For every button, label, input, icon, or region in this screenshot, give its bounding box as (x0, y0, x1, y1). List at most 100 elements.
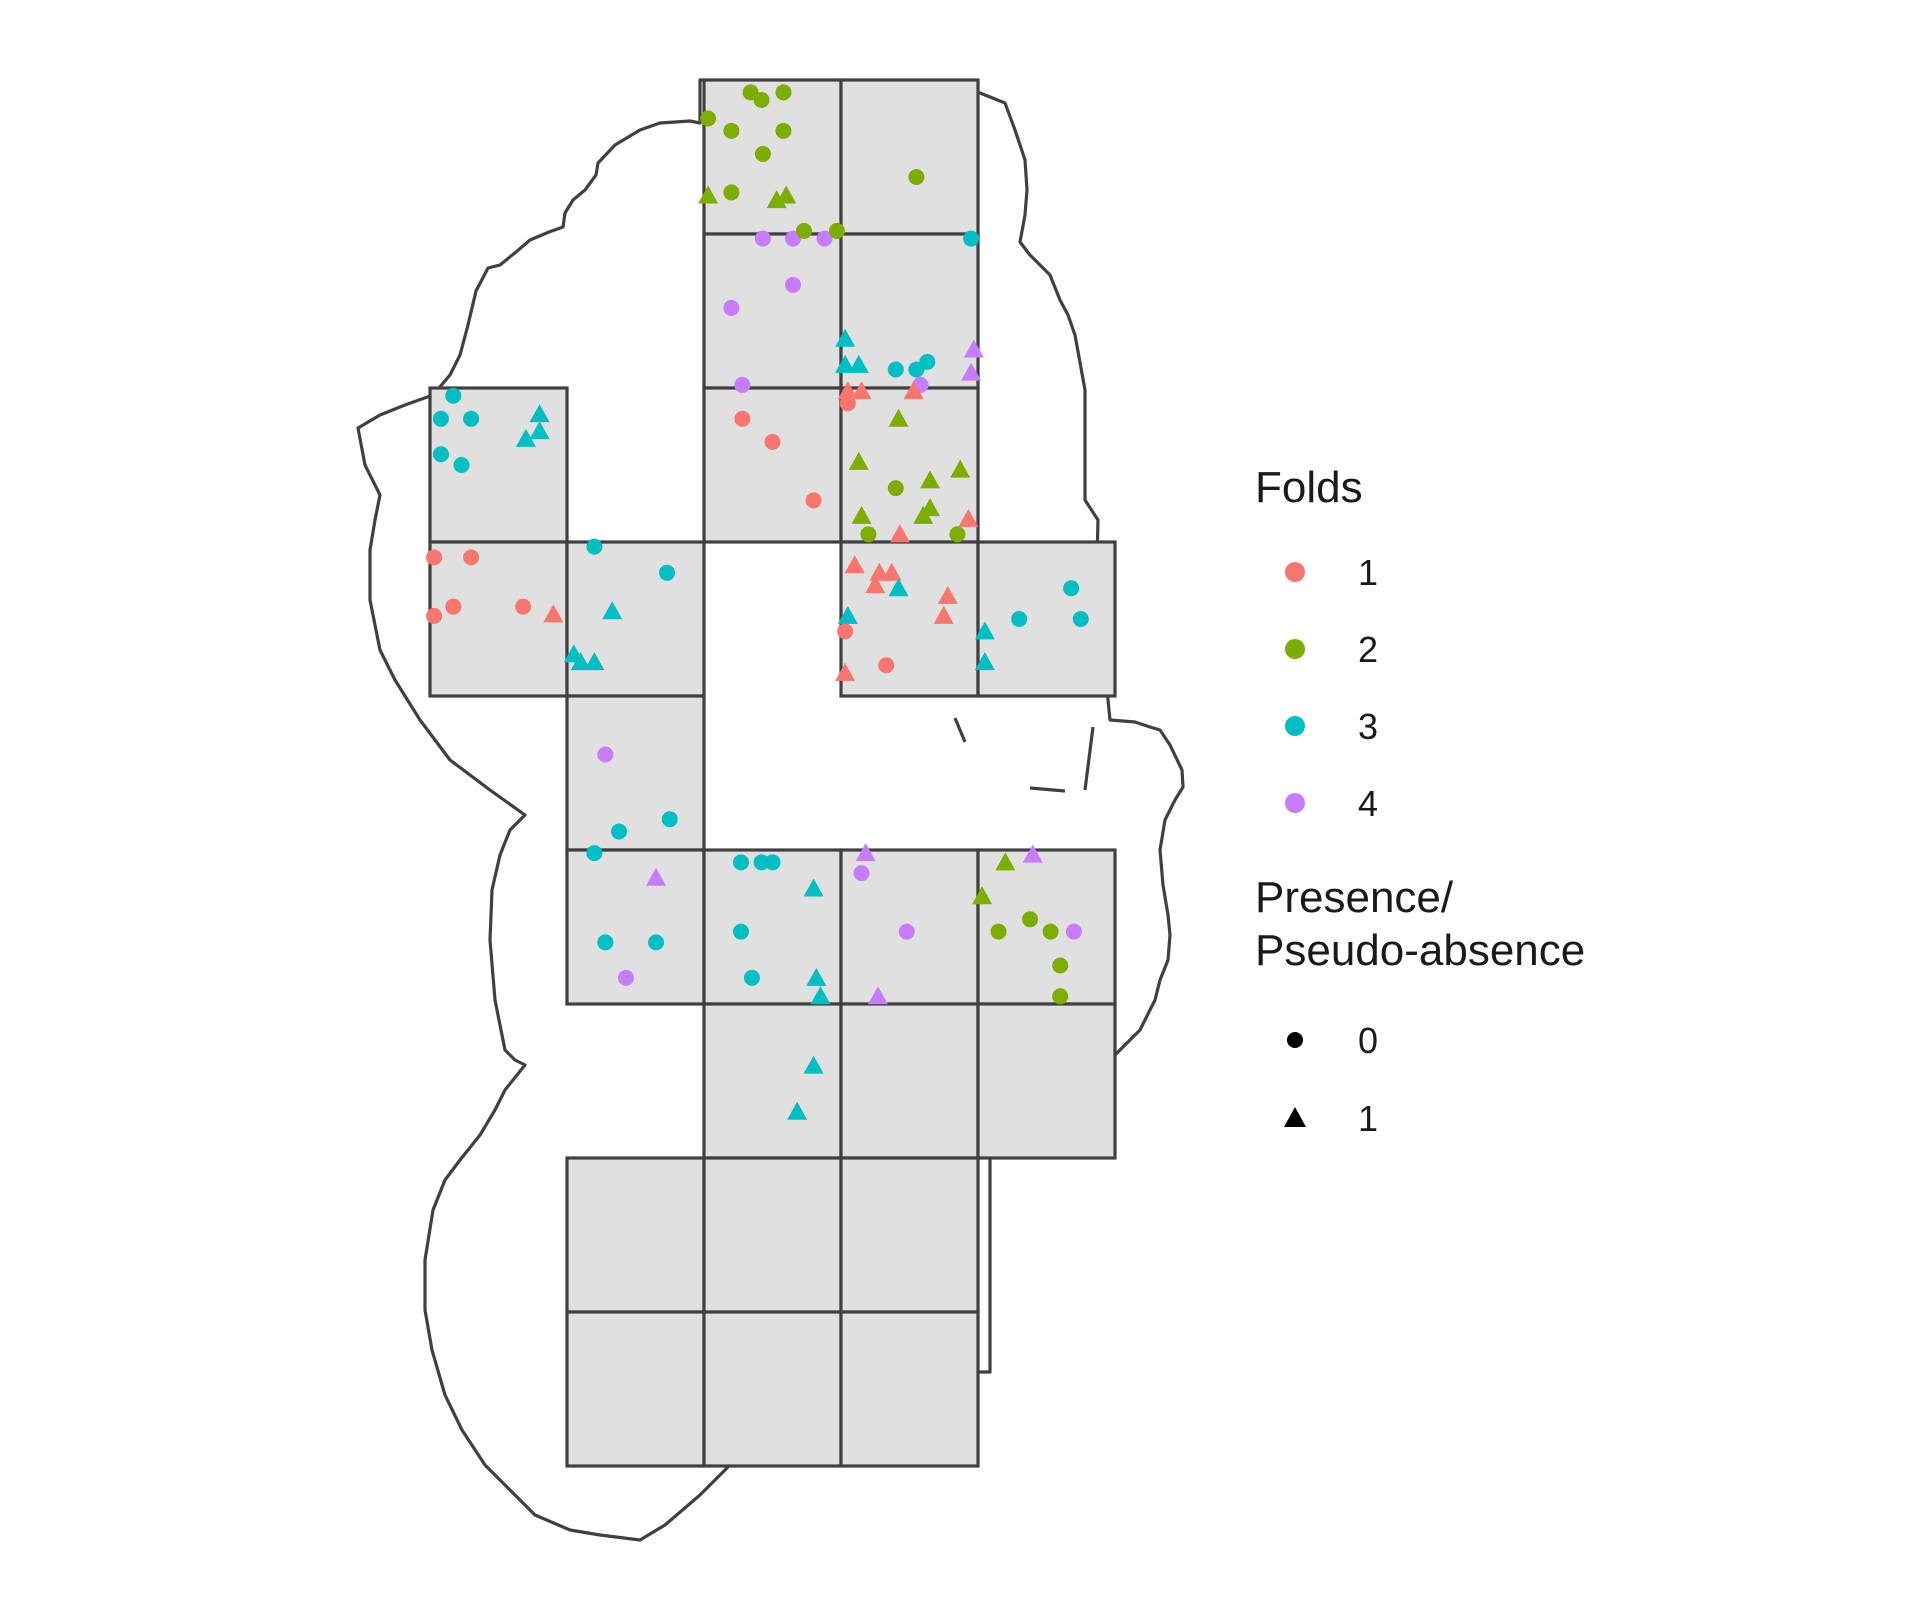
point-fold-3-presence-1 (835, 328, 856, 347)
point-fold-3-presence-0 (743, 969, 760, 986)
legend-folds-title: Folds (1255, 463, 1363, 512)
point-fold-3-presence-0 (597, 934, 614, 951)
point-fold-3-presence-0 (611, 823, 628, 840)
point-fold-1-presence-0 (515, 598, 532, 615)
point-fold-1-presence-0 (764, 433, 781, 450)
point-fold-3-presence-1 (810, 986, 831, 1005)
point-fold-2-presence-0 (908, 169, 925, 186)
spatial-block-2-8 (702, 1310, 843, 1468)
point-fold-3-presence-0 (887, 361, 904, 378)
legend-presence-title-line1: Presence/ (1255, 873, 1454, 922)
point-fold-3-presence-0 (659, 564, 676, 581)
point-fold-2-presence-0 (754, 145, 771, 162)
point-fold-1-presence-1 (937, 585, 958, 604)
point-fold-1-presence-0 (445, 598, 462, 615)
spatial-block-3-8 (839, 1310, 980, 1468)
point-fold-3-presence-0 (919, 353, 936, 370)
point-fold-3-presence-1 (974, 621, 995, 640)
point-fold-2-presence-0 (949, 526, 966, 543)
point-fold-3-presence-1 (529, 421, 550, 440)
region-outline (356, 78, 1185, 1542)
point-fold-3-presence-1 (888, 578, 909, 597)
point-fold-3-presence-1 (837, 605, 858, 624)
point-fold-2-presence-0 (1022, 911, 1039, 928)
point-fold-1-presence-0 (426, 607, 443, 624)
point-fold-4-presence-0 (597, 746, 614, 763)
spatial-block-1-7 (565, 1156, 706, 1314)
point-fold-1-presence-1 (903, 381, 924, 400)
point-fold-1-presence-1 (543, 604, 564, 623)
legend-fold-key-3 (1285, 716, 1305, 736)
point-fold-4-presence-1 (855, 843, 876, 862)
point-fold-3-presence-1 (515, 428, 536, 447)
point-fold-3-presence-0 (1063, 580, 1080, 597)
point-fold-2-presence-1 (698, 185, 719, 204)
point-fold-4-presence-0 (723, 299, 740, 316)
point-fold-3-presence-1 (848, 354, 869, 373)
point-fold-3-presence-0 (661, 811, 678, 828)
legend-folds-entries: 1 2 3 4 (1285, 552, 1378, 824)
point-fold-1-presence-0 (839, 395, 856, 412)
point-fold-3-presence-0 (586, 845, 603, 862)
data-points (426, 84, 1089, 1120)
point-fold-2-presence-0 (775, 84, 792, 101)
legend-fold-label-1: 1 (1358, 552, 1378, 593)
point-fold-1-presence-0 (734, 410, 751, 427)
outline-fragment (1029, 786, 1066, 793)
point-fold-4-presence-1 (961, 362, 982, 381)
point-fold-4-presence-0 (1065, 923, 1082, 940)
spatial-block-1-4 (565, 694, 706, 852)
point-fold-2-presence-0 (700, 110, 717, 127)
point-fold-2-presence-1 (848, 451, 869, 470)
point-fold-1-presence-1 (881, 562, 902, 581)
point-fold-4-presence-1 (1022, 844, 1043, 863)
point-fold-2-presence-0 (990, 923, 1007, 940)
spatial-block-2-7 (702, 1156, 843, 1314)
point-fold-1-presence-1 (837, 381, 858, 400)
spatial-block-3-7 (839, 1156, 980, 1314)
point-fold-3-presence-0 (764, 854, 781, 871)
point-fold-2-presence-0 (753, 92, 770, 109)
legend-fold-label-3: 3 (1358, 706, 1378, 747)
point-fold-4-presence-0 (898, 923, 915, 940)
point-fold-2-presence-1 (851, 505, 872, 524)
spatial-block-0-2 (428, 386, 569, 544)
point-fold-2-presence-1 (950, 459, 971, 478)
point-fold-2-presence-0 (775, 122, 792, 139)
point-fold-4-presence-0 (853, 865, 870, 882)
point-fold-1-presence-1 (844, 555, 865, 574)
point-fold-4-presence-0 (785, 276, 802, 293)
point-fold-3-presence-1 (803, 1055, 824, 1074)
point-fold-3-presence-1 (570, 652, 591, 671)
point-fold-3-presence-0 (453, 457, 470, 473)
point-fold-2-presence-0 (1052, 957, 1069, 974)
point-fold-3-presence-0 (432, 446, 449, 463)
outline-fragment (1083, 726, 1095, 791)
legend-presence-entries: 01 (1284, 1020, 1378, 1139)
legend-fold-label-2: 2 (1358, 629, 1378, 670)
point-fold-2-presence-0 (796, 222, 813, 239)
legend-presence-key-0 (1287, 1032, 1303, 1048)
point-fold-3-presence-0 (445, 387, 462, 404)
point-fold-1-presence-0 (837, 623, 854, 640)
point-fold-4-presence-0 (754, 230, 771, 247)
point-fold-3-presence-1 (602, 601, 623, 620)
point-fold-4-presence-1 (963, 339, 984, 358)
point-fold-2-presence-0 (1052, 988, 1069, 1005)
point-fold-3-presence-0 (648, 934, 665, 951)
point-fold-4-presence-0 (816, 230, 833, 247)
point-fold-1-presence-0 (805, 492, 822, 509)
legend-fold-key-4 (1285, 793, 1305, 813)
spatial-blocks (428, 78, 1117, 1468)
spatial-block-2-6 (702, 1002, 843, 1160)
legend-presence-label-1: 1 (1358, 1098, 1378, 1139)
point-fold-1-presence-1 (865, 575, 886, 594)
spatial-block-3-3 (839, 540, 980, 698)
point-fold-4-presence-1 (867, 986, 888, 1005)
point-fold-3-presence-0 (732, 854, 749, 871)
point-fold-3-presence-1 (974, 652, 995, 671)
point-fold-3-presence-1 (803, 878, 824, 897)
point-fold-2-presence-1 (888, 408, 909, 427)
point-fold-3-presence-1 (529, 404, 550, 423)
